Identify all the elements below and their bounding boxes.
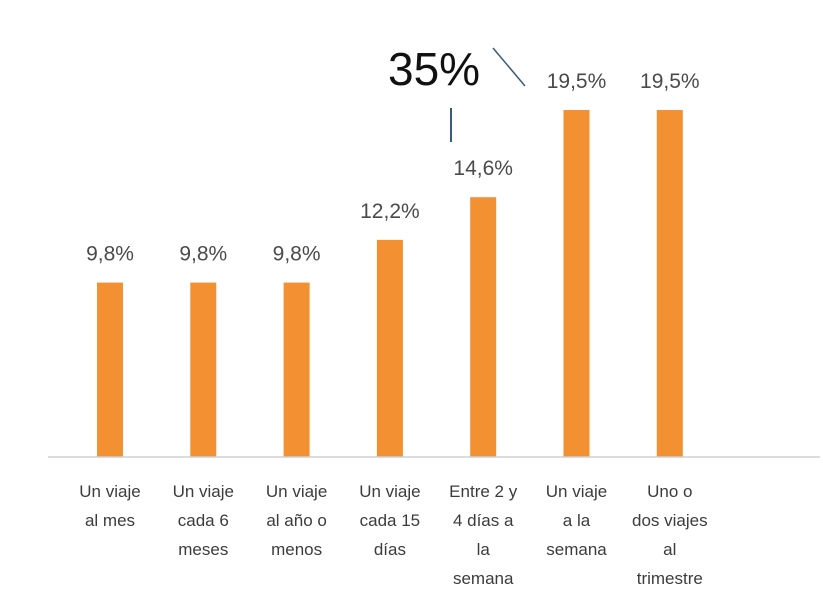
value-label-4: 12,2% [360, 200, 420, 223]
category-label-line: Un viaje [359, 482, 420, 501]
bars-group [97, 110, 683, 457]
category-label-line: Uno o [647, 482, 692, 501]
value-labels-group: 9,8% 9,8% 9,8% 12,2% 14,6% 19,5% 19,5% [86, 70, 700, 266]
category-label-line: meses [178, 540, 228, 559]
category-label-line: al mes [85, 511, 135, 530]
value-label-1: 9,8% [86, 243, 134, 266]
category-label-line: días [374, 540, 406, 559]
category-label-line: a la [563, 511, 591, 530]
bar-7 [656, 110, 683, 457]
category-label-line: al año o [266, 511, 327, 530]
value-label-2: 9,8% [179, 243, 227, 266]
category-label-line: menos [271, 540, 322, 559]
category-label-line: Un viaje [79, 482, 140, 501]
bar-6 [563, 110, 590, 457]
bar-3 [283, 282, 310, 457]
bar-4 [376, 239, 403, 457]
category-label-line: Un viaje [266, 482, 327, 501]
category-label-2: Un viaje cada 6 meses [173, 482, 234, 559]
category-label-3: Un viaje al año o menos [266, 482, 327, 559]
category-label-line: la [477, 540, 491, 559]
category-label-line: al [663, 540, 676, 559]
category-label-line: semana [453, 569, 514, 588]
category-label-line: semana [546, 540, 607, 559]
category-label-line: Entre 2 y [449, 482, 518, 501]
category-label-line: cada 15 [360, 511, 421, 530]
category-label-1: Un viaje al mes [79, 482, 140, 530]
category-label-4: Un viaje cada 15 días [359, 482, 420, 559]
category-label-6: Un viaje a la semana [546, 482, 607, 559]
value-label-6: 19,5% [547, 70, 607, 93]
category-label-line: 4 días a [453, 511, 514, 530]
category-label-7: Uno o dos viajes al trimestre [632, 482, 708, 588]
bar-5 [470, 197, 497, 457]
value-label-5: 14,6% [453, 157, 513, 180]
category-label-5: Entre 2 y 4 días a la semana [449, 482, 518, 588]
category-label-line: Un viaje [546, 482, 607, 501]
bar-1 [97, 282, 123, 457]
category-label-line: dos viajes [632, 511, 708, 530]
annotation-35-percent: 35% [388, 43, 480, 95]
bar-2 [190, 282, 217, 457]
value-label-7: 19,5% [640, 70, 700, 93]
category-label-line: Un viaje [173, 482, 234, 501]
value-label-3: 9,8% [273, 243, 321, 266]
annotation-pointer-line [492, 47, 526, 87]
category-label-line: cada 6 [178, 511, 229, 530]
category-label-line: trimestre [637, 569, 703, 588]
